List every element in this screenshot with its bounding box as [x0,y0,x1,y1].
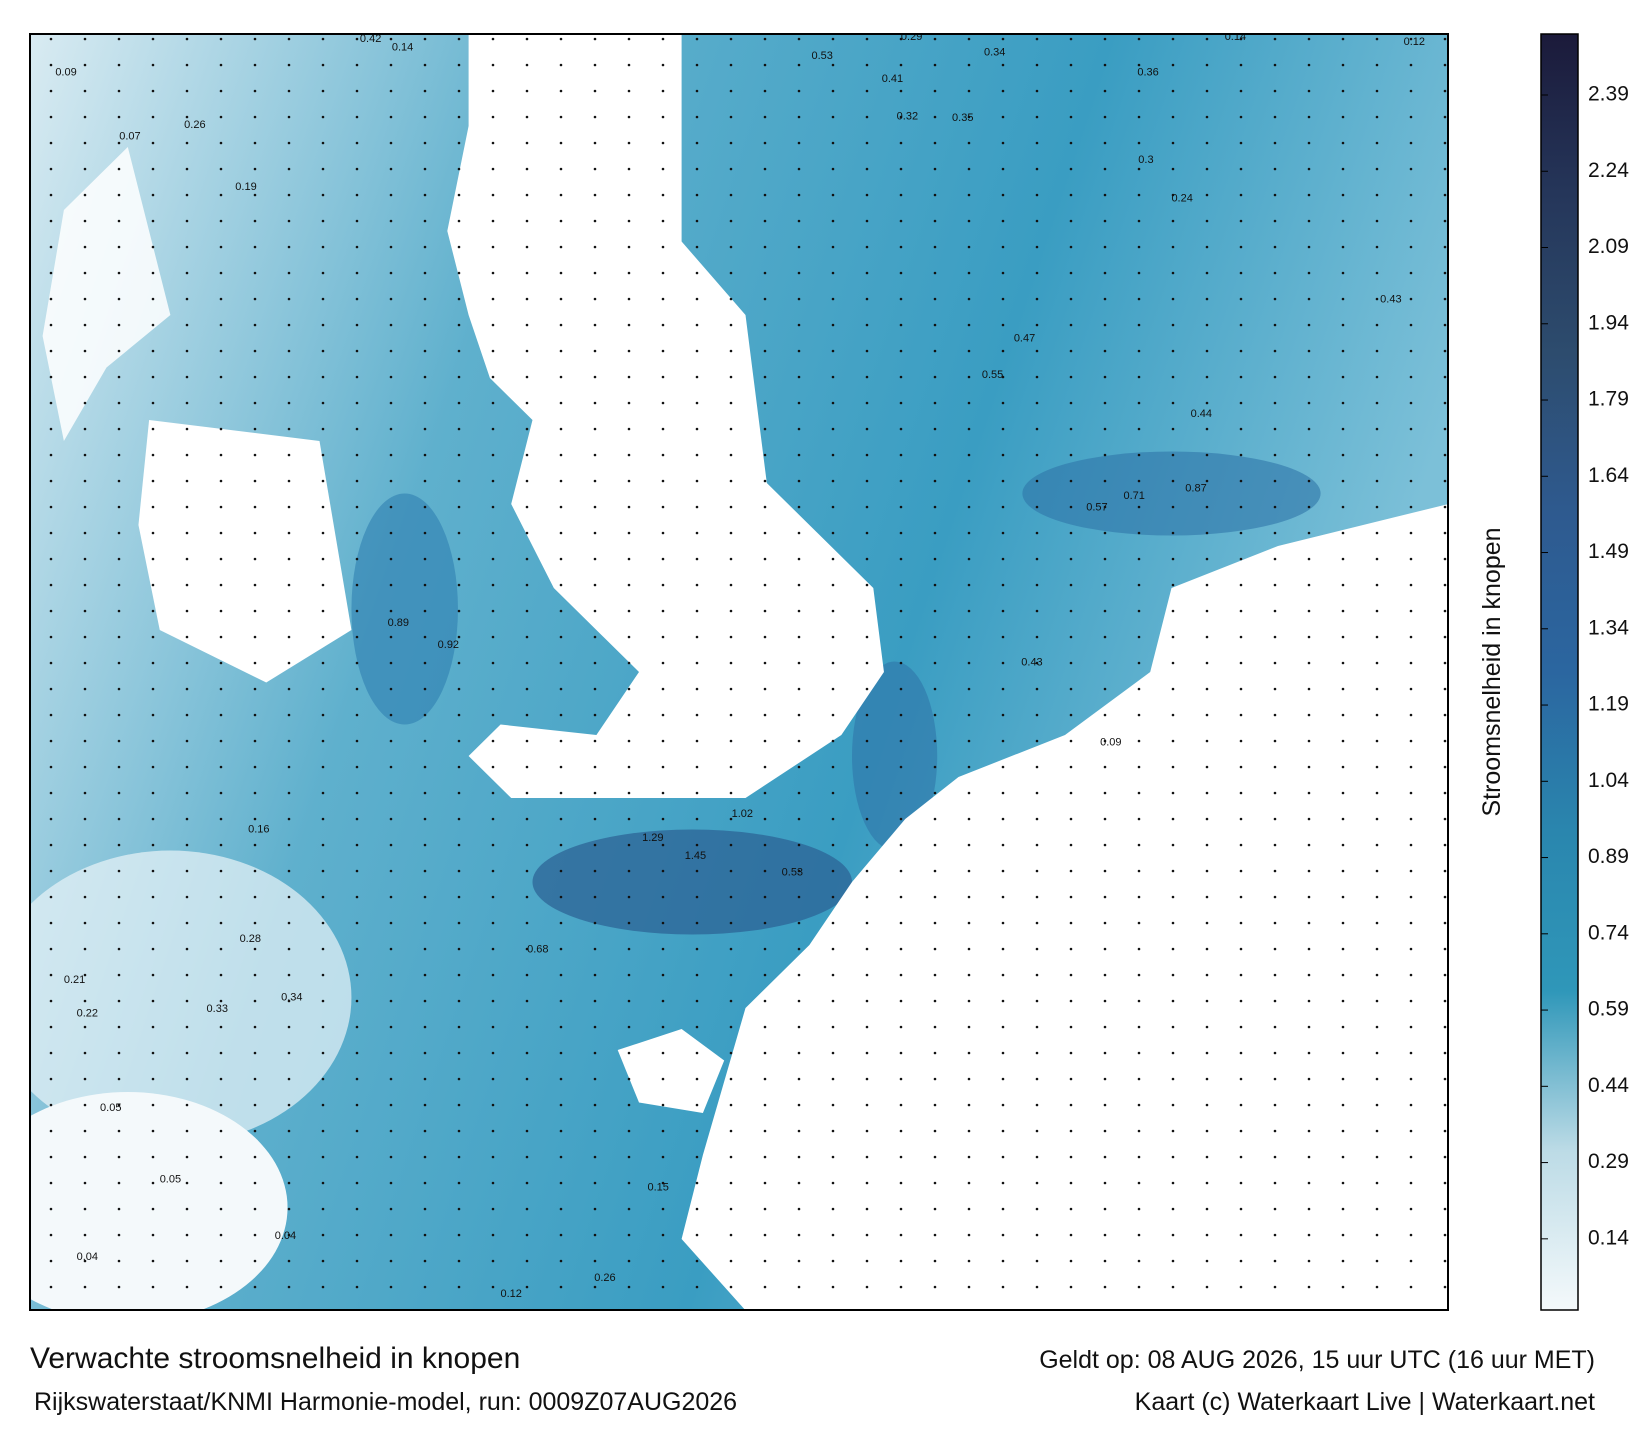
map-frame [29,33,1449,1311]
speed-label: 0.43 [1380,293,1401,305]
speed-label: 0.16 [248,824,269,836]
speed-label: 0.12 [1404,36,1425,48]
speed-label: 0.04 [77,1251,98,1263]
subtitle: Rijkswaterstaat/KNMI Harmonie-model, run… [34,1388,737,1416]
speed-label: 0.22 [77,1007,98,1019]
speed-label: 0.34 [984,47,1005,59]
title: Verwachte stroomsnelheid in knopen [30,1342,520,1375]
speed-label: 0.14 [392,41,413,53]
colorbar-tick-label: 2.24 [1588,159,1629,182]
speed-label: 0.28 [240,933,261,945]
colorbar-tick-label: 0.59 [1588,998,1629,1021]
speed-label: 0.29 [901,31,922,43]
colorbar-tick-label: 1.19 [1588,693,1629,716]
colorbar-tick-label: 0.89 [1588,845,1629,868]
speed-label: 0.05 [100,1102,121,1114]
speed-label: 0.53 [811,50,832,62]
colorbar-tick-label: 2.39 [1588,83,1629,106]
speed-label: 0.34 [281,992,302,1004]
colorbar-tick-label: 1.64 [1588,464,1629,487]
colorbar-tick-label: 1.34 [1588,616,1629,639]
speed-label: 0.24 [1171,193,1192,205]
colorbar-tick-label: 1.79 [1588,388,1629,411]
speed-label: 0.26 [594,1272,615,1284]
speed-label: 1.29 [642,832,663,844]
speed-label: 0.42 [360,33,381,45]
colorbar-tick-label: 1.94 [1588,311,1629,334]
colorbar-tick-label: 1.49 [1588,540,1629,563]
speed-label: 0.89 [388,617,409,629]
colorbar-tick-label: 0.14 [1588,1226,1629,1249]
colorbar-tick-label: 1.04 [1588,769,1629,792]
speed-label: 0.44 [1191,408,1212,420]
colorbar [1540,33,1579,1311]
speed-label: 0.55 [982,369,1003,381]
speed-label: 0.15 [647,1182,668,1194]
speed-label: 0.47 [1014,332,1035,344]
speed-label: 0.04 [275,1230,296,1242]
speed-label: 0.26 [184,119,205,131]
credit: Kaart (c) Waterkaart Live | Waterkaart.n… [1135,1388,1595,1416]
speed-label: 0.53 [782,867,803,879]
speed-label: 0.71 [1124,490,1145,502]
colorbar-tick-label: 0.44 [1588,1074,1629,1097]
colorbar-tick-label: 0.74 [1588,921,1629,944]
vector-grid [30,34,1448,1310]
colorbar-tick-label: 2.09 [1588,235,1629,258]
speed-label: 0.32 [897,111,918,123]
speed-label: 0.07 [119,131,140,143]
speed-label: 0.36 [1137,67,1158,79]
speed-label: 0.35 [952,112,973,124]
speed-label: 0.92 [438,639,459,651]
colorbar-ticks: 0.14 0.29 0.44 0.59 0.74 0.89 1.04 1.19 1.34 1.49… [1541,83,1629,1249]
valid-time: Geldt op: 08 AUG 2026, 15 uur UTC (16 uu… [1039,1346,1595,1374]
speed-label: 0.43 [1021,657,1042,669]
speed-label: 0.12 [500,1288,521,1300]
speed-label: 0.14 [1225,31,1246,43]
speed-label: 0.19 [235,181,256,193]
speed-label: 0.57 [1086,501,1107,513]
colorbar-label: Stroomsnelheid in knopen [1478,527,1506,816]
colorbar-tick-label: 0.29 [1588,1150,1629,1173]
speed-label: 0.09 [1100,737,1121,749]
speed-label: 0.41 [882,73,903,85]
speed-label: 0.09 [55,67,76,79]
speed-label: 0.05 [160,1173,181,1185]
speed-labels: 0.42 0.14 0.09 0.07 0.26 0.19 0.29 0.34 0.14 0.12… [55,31,1425,1300]
speed-label: 0.3 [1138,154,1153,166]
speed-label: 0.68 [527,943,548,955]
speed-label: 0.87 [1185,482,1206,494]
speed-label: 0.33 [207,1003,228,1015]
speed-label: 0.21 [64,974,85,986]
map-area: 0.42 0.14 0.09 0.07 0.26 0.19 0.29 0.34 0.14 0.12… [30,31,1448,1310]
speed-label: 1.02 [732,808,753,820]
speed-label: 1.45 [685,850,706,862]
